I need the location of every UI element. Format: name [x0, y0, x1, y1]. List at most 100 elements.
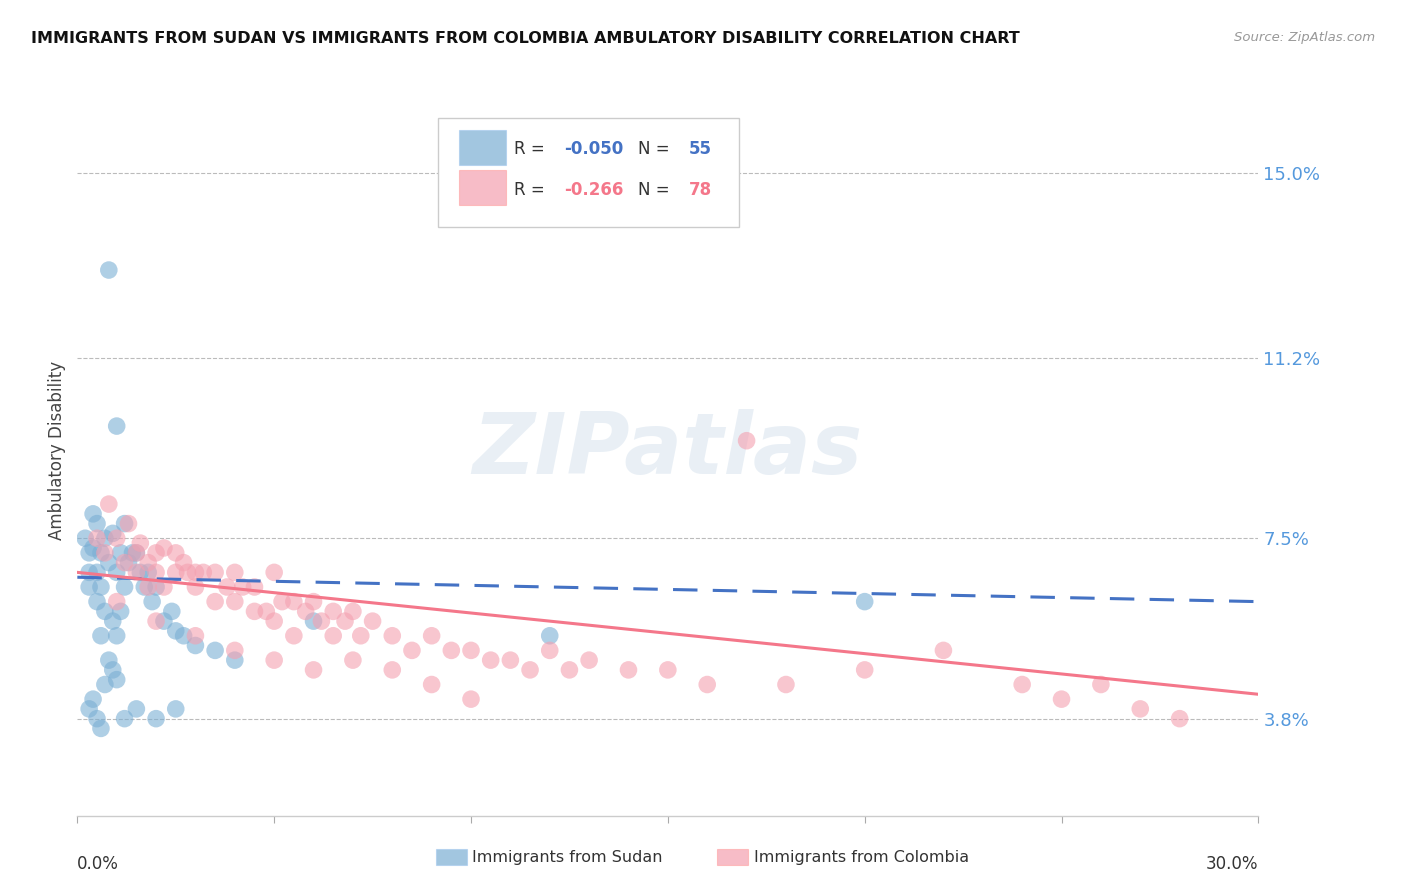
Point — [311, 614, 333, 628]
Point — [243, 604, 266, 618]
Point — [657, 663, 679, 677]
Point — [499, 653, 522, 667]
Point — [173, 556, 195, 570]
Point — [243, 580, 266, 594]
Point — [77, 566, 100, 580]
Point — [77, 580, 100, 594]
Point — [165, 702, 187, 716]
Point — [263, 653, 285, 667]
Point — [1011, 677, 1033, 691]
Point — [125, 566, 148, 580]
Point — [342, 604, 364, 618]
Point — [350, 629, 373, 643]
Point — [538, 629, 561, 643]
Point — [224, 653, 246, 667]
Point — [145, 546, 167, 560]
Point — [381, 629, 404, 643]
Point — [121, 546, 143, 560]
Point — [538, 643, 561, 657]
Point — [263, 614, 285, 628]
Point — [101, 614, 124, 628]
Point — [153, 580, 176, 594]
Point — [381, 663, 404, 677]
Point — [254, 604, 277, 618]
Point — [75, 531, 97, 545]
Point — [617, 663, 640, 677]
Point — [302, 594, 325, 608]
Text: -0.050: -0.050 — [564, 140, 623, 158]
Text: R =: R = — [515, 180, 550, 199]
Point — [165, 624, 187, 638]
Point — [1050, 692, 1073, 706]
Point — [184, 566, 207, 580]
Point — [176, 566, 198, 580]
Point — [302, 614, 325, 628]
Bar — [458, 170, 506, 205]
Point — [853, 594, 876, 608]
Point — [105, 531, 128, 545]
Point — [1168, 712, 1191, 726]
Point — [105, 566, 128, 580]
Point — [90, 722, 112, 736]
Text: N =: N = — [638, 180, 675, 199]
Point — [141, 594, 163, 608]
Text: Source: ZipAtlas.com: Source: ZipAtlas.com — [1234, 31, 1375, 45]
Point — [129, 566, 152, 580]
Point — [204, 566, 226, 580]
Point — [1090, 677, 1112, 691]
Point — [114, 516, 136, 531]
Point — [136, 580, 159, 594]
Point — [165, 546, 187, 560]
Point — [224, 594, 246, 608]
Point — [94, 604, 117, 618]
Point — [94, 531, 117, 545]
Point — [114, 712, 136, 726]
Point — [558, 663, 581, 677]
Point — [263, 566, 285, 580]
Point — [271, 594, 294, 608]
Point — [283, 594, 305, 608]
Point — [82, 541, 104, 555]
Point — [145, 614, 167, 628]
Point — [333, 614, 356, 628]
Point — [129, 536, 152, 550]
Point — [90, 629, 112, 643]
Text: Immigrants from Sudan: Immigrants from Sudan — [472, 850, 662, 864]
Point — [215, 580, 238, 594]
Point — [114, 580, 136, 594]
Point — [125, 702, 148, 716]
Point — [94, 677, 117, 691]
Point — [77, 702, 100, 716]
Point — [145, 566, 167, 580]
Point — [342, 653, 364, 667]
Bar — [458, 130, 506, 165]
Point — [105, 629, 128, 643]
Point — [94, 546, 117, 560]
Point — [90, 580, 112, 594]
Point — [97, 653, 120, 667]
Point — [97, 263, 120, 277]
Text: N =: N = — [638, 140, 675, 158]
Text: 55: 55 — [689, 140, 711, 158]
Point — [184, 639, 207, 653]
Point — [145, 712, 167, 726]
Point — [204, 594, 226, 608]
Point — [932, 643, 955, 657]
Point — [322, 604, 344, 618]
Point — [193, 566, 215, 580]
Point — [105, 673, 128, 687]
Text: IMMIGRANTS FROM SUDAN VS IMMIGRANTS FROM COLOMBIA AMBULATORY DISABILITY CORRELAT: IMMIGRANTS FROM SUDAN VS IMMIGRANTS FROM… — [31, 31, 1019, 46]
Point — [204, 643, 226, 657]
Point — [420, 629, 443, 643]
Point — [145, 580, 167, 594]
Point — [77, 546, 100, 560]
Point — [125, 546, 148, 560]
Y-axis label: Ambulatory Disability: Ambulatory Disability — [48, 361, 66, 540]
Point — [361, 614, 384, 628]
Point — [853, 663, 876, 677]
Point — [110, 546, 132, 560]
Point — [184, 580, 207, 594]
Point — [322, 629, 344, 643]
Point — [86, 531, 108, 545]
Point — [117, 556, 139, 570]
